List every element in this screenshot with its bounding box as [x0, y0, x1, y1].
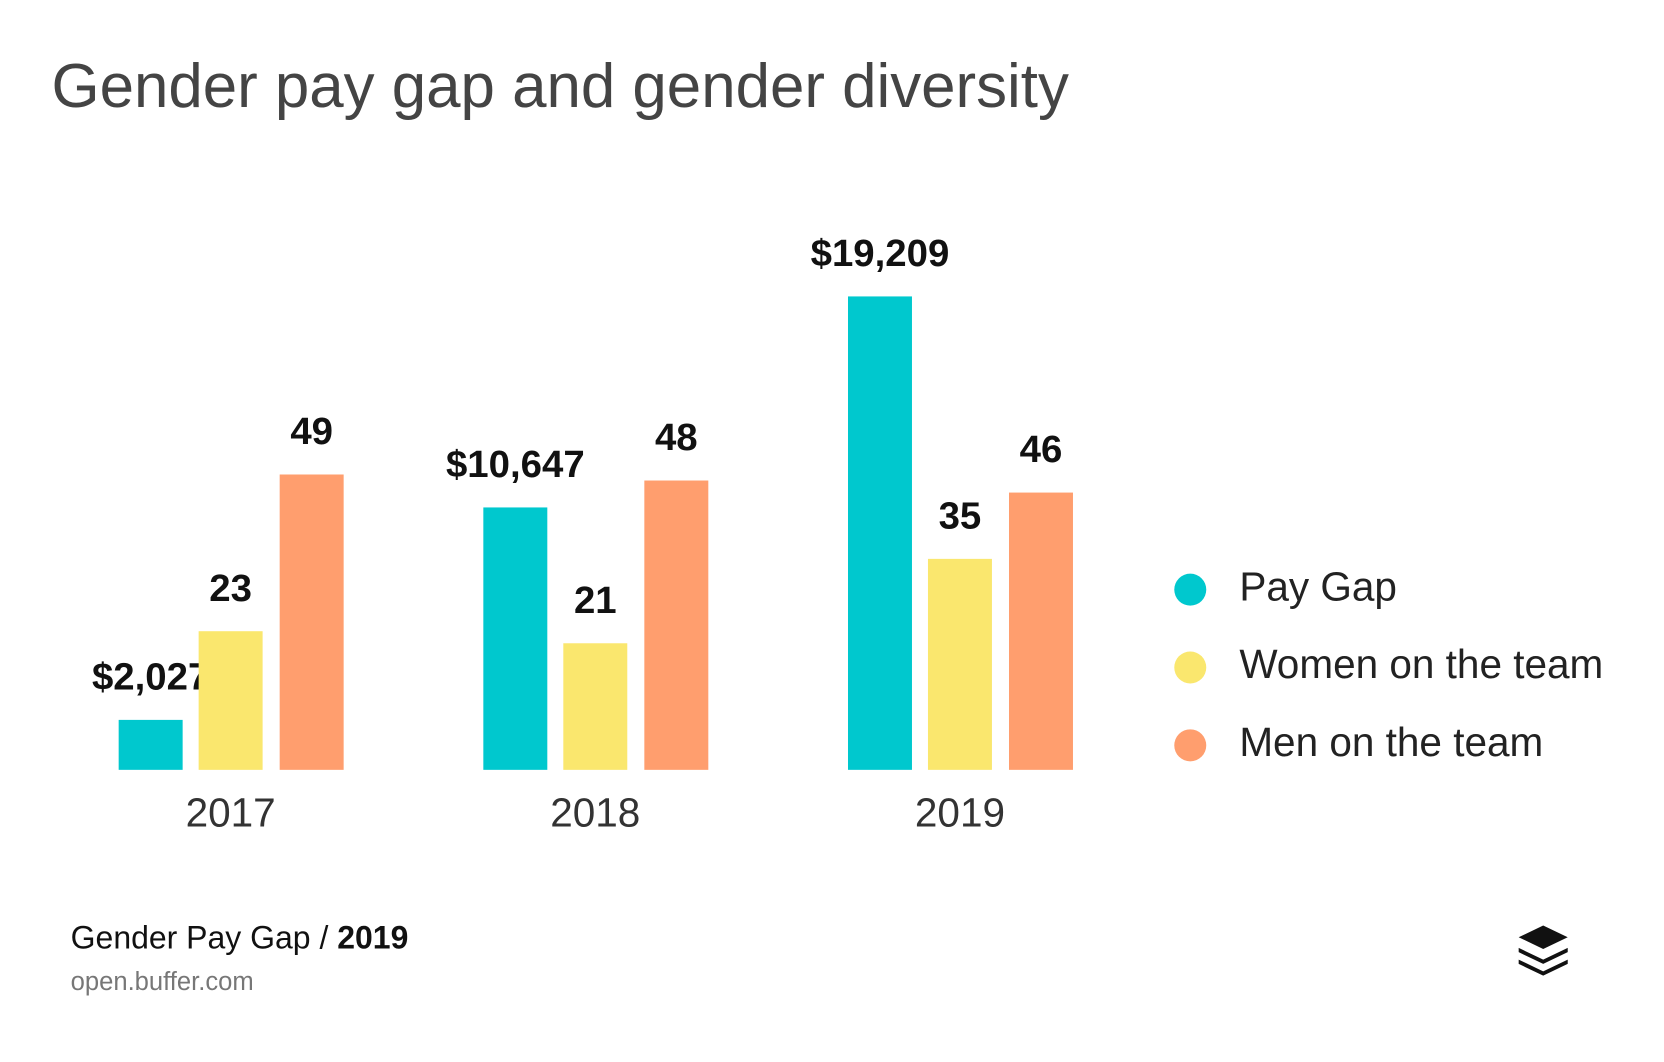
x-tick-label: 2017	[186, 789, 276, 835]
bar	[279, 474, 344, 770]
footer-year: 2019	[337, 920, 408, 956]
bar	[483, 507, 548, 770]
legend-label: Women on the team	[1239, 641, 1603, 687]
chart-title: Gender pay gap and gender diversity	[51, 52, 1068, 121]
value-label: 46	[1020, 428, 1063, 471]
legend-label: Men on the team	[1239, 719, 1543, 765]
footer-text: Gender Pay Gap /	[71, 920, 329, 956]
x-tick-label: 2018	[550, 789, 640, 835]
value-label: $2,027	[92, 656, 209, 699]
value-label: 23	[209, 567, 252, 610]
value-label: $19,209	[811, 232, 950, 275]
value-label: 49	[290, 410, 333, 453]
x-tick-label: 2019	[915, 789, 1005, 835]
bar	[198, 631, 263, 770]
value-label: $10,647	[446, 443, 585, 486]
legend-marker	[1174, 729, 1207, 762]
value-label: 48	[655, 416, 698, 459]
footer-site: open.buffer.com	[71, 968, 254, 996]
bar	[563, 643, 628, 770]
bar	[118, 719, 183, 770]
legend-marker	[1174, 651, 1207, 684]
bar	[644, 480, 709, 770]
value-label: 35	[939, 494, 982, 537]
bar	[927, 558, 992, 770]
value-label: 21	[574, 579, 617, 622]
legend-marker	[1174, 573, 1207, 606]
logo	[1518, 925, 1568, 976]
legend-label: Pay Gap	[1239, 563, 1397, 609]
footer-label: Gender Pay Gap / 2019	[71, 920, 409, 956]
bar	[847, 296, 912, 770]
bar	[1009, 492, 1073, 770]
